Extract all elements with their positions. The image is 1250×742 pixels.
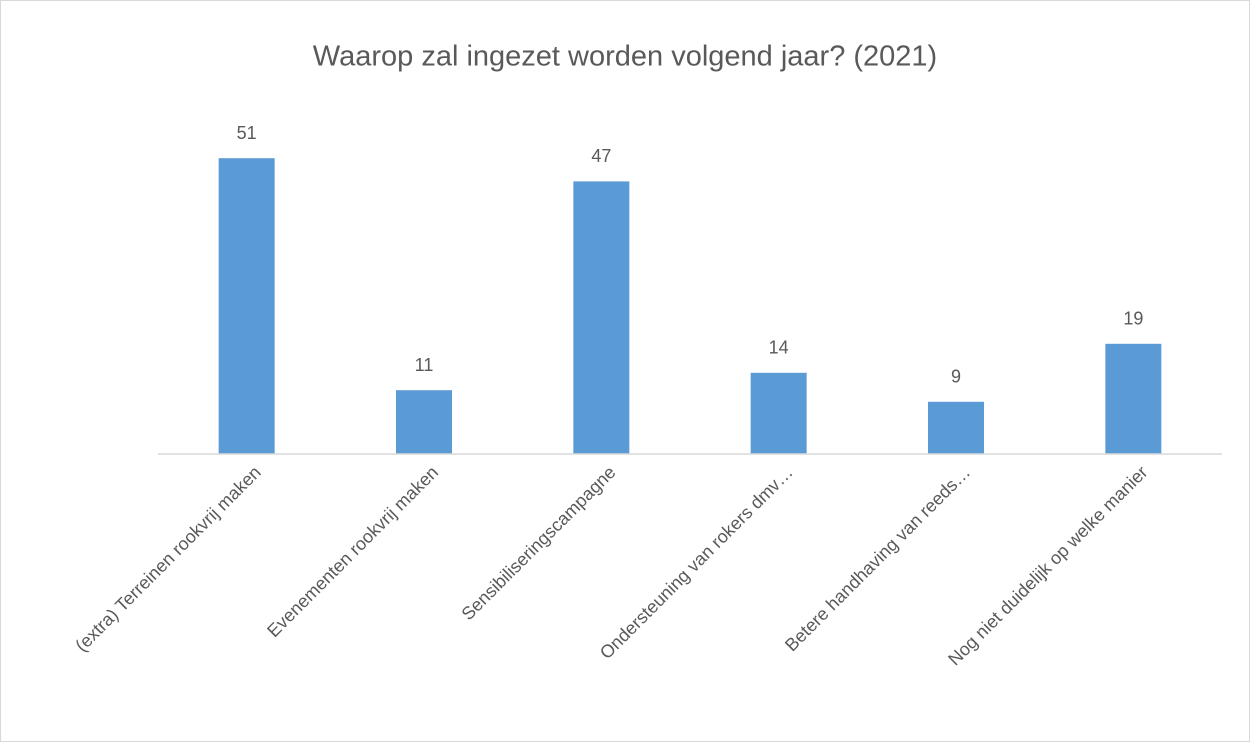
bar (928, 401, 984, 454)
data-label: 14 (769, 338, 789, 358)
data-label: 9 (951, 367, 961, 387)
bar (750, 372, 807, 454)
data-label: 51 (237, 123, 257, 143)
bar (218, 158, 275, 454)
data-label: 47 (591, 146, 611, 166)
chart-title: Waarop zal ingezet worden volgend jaar? … (313, 41, 937, 73)
data-label: 11 (415, 355, 434, 375)
data-label: 19 (1123, 309, 1143, 329)
bar (396, 390, 452, 454)
bar (573, 181, 630, 454)
bar (1105, 343, 1162, 454)
